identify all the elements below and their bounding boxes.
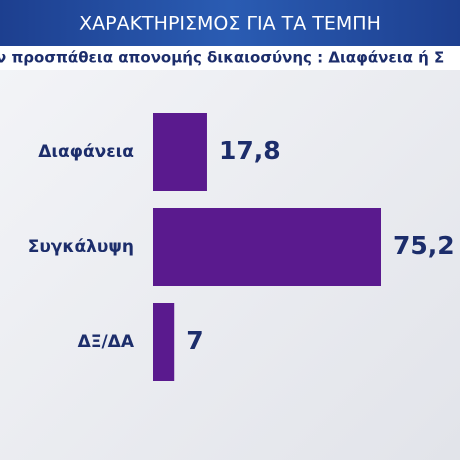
category-label: Διαφάνεια <box>38 142 134 162</box>
category-label: ΔΞ/ΔΑ <box>78 332 135 352</box>
value-label: 17,8 <box>219 136 281 165</box>
value-label: 7 <box>186 326 203 355</box>
chart-subtitle: ν προσπάθεια απονομής δικαιοσύνης : Διαφ… <box>0 49 444 67</box>
chart-title: ΧΑΡΑΚΤΗΡΙΣΜΟΣ ΓΙΑ ΤΑ ΤΕΜΠΗ <box>79 13 381 35</box>
value-label: 75,2 <box>393 231 455 260</box>
header-bar <box>0 0 460 46</box>
bar <box>153 113 207 191</box>
bar <box>153 303 175 381</box>
bar <box>153 208 381 286</box>
category-label: Συγκάλυψη <box>28 237 134 257</box>
subtitle-bar <box>0 46 460 70</box>
